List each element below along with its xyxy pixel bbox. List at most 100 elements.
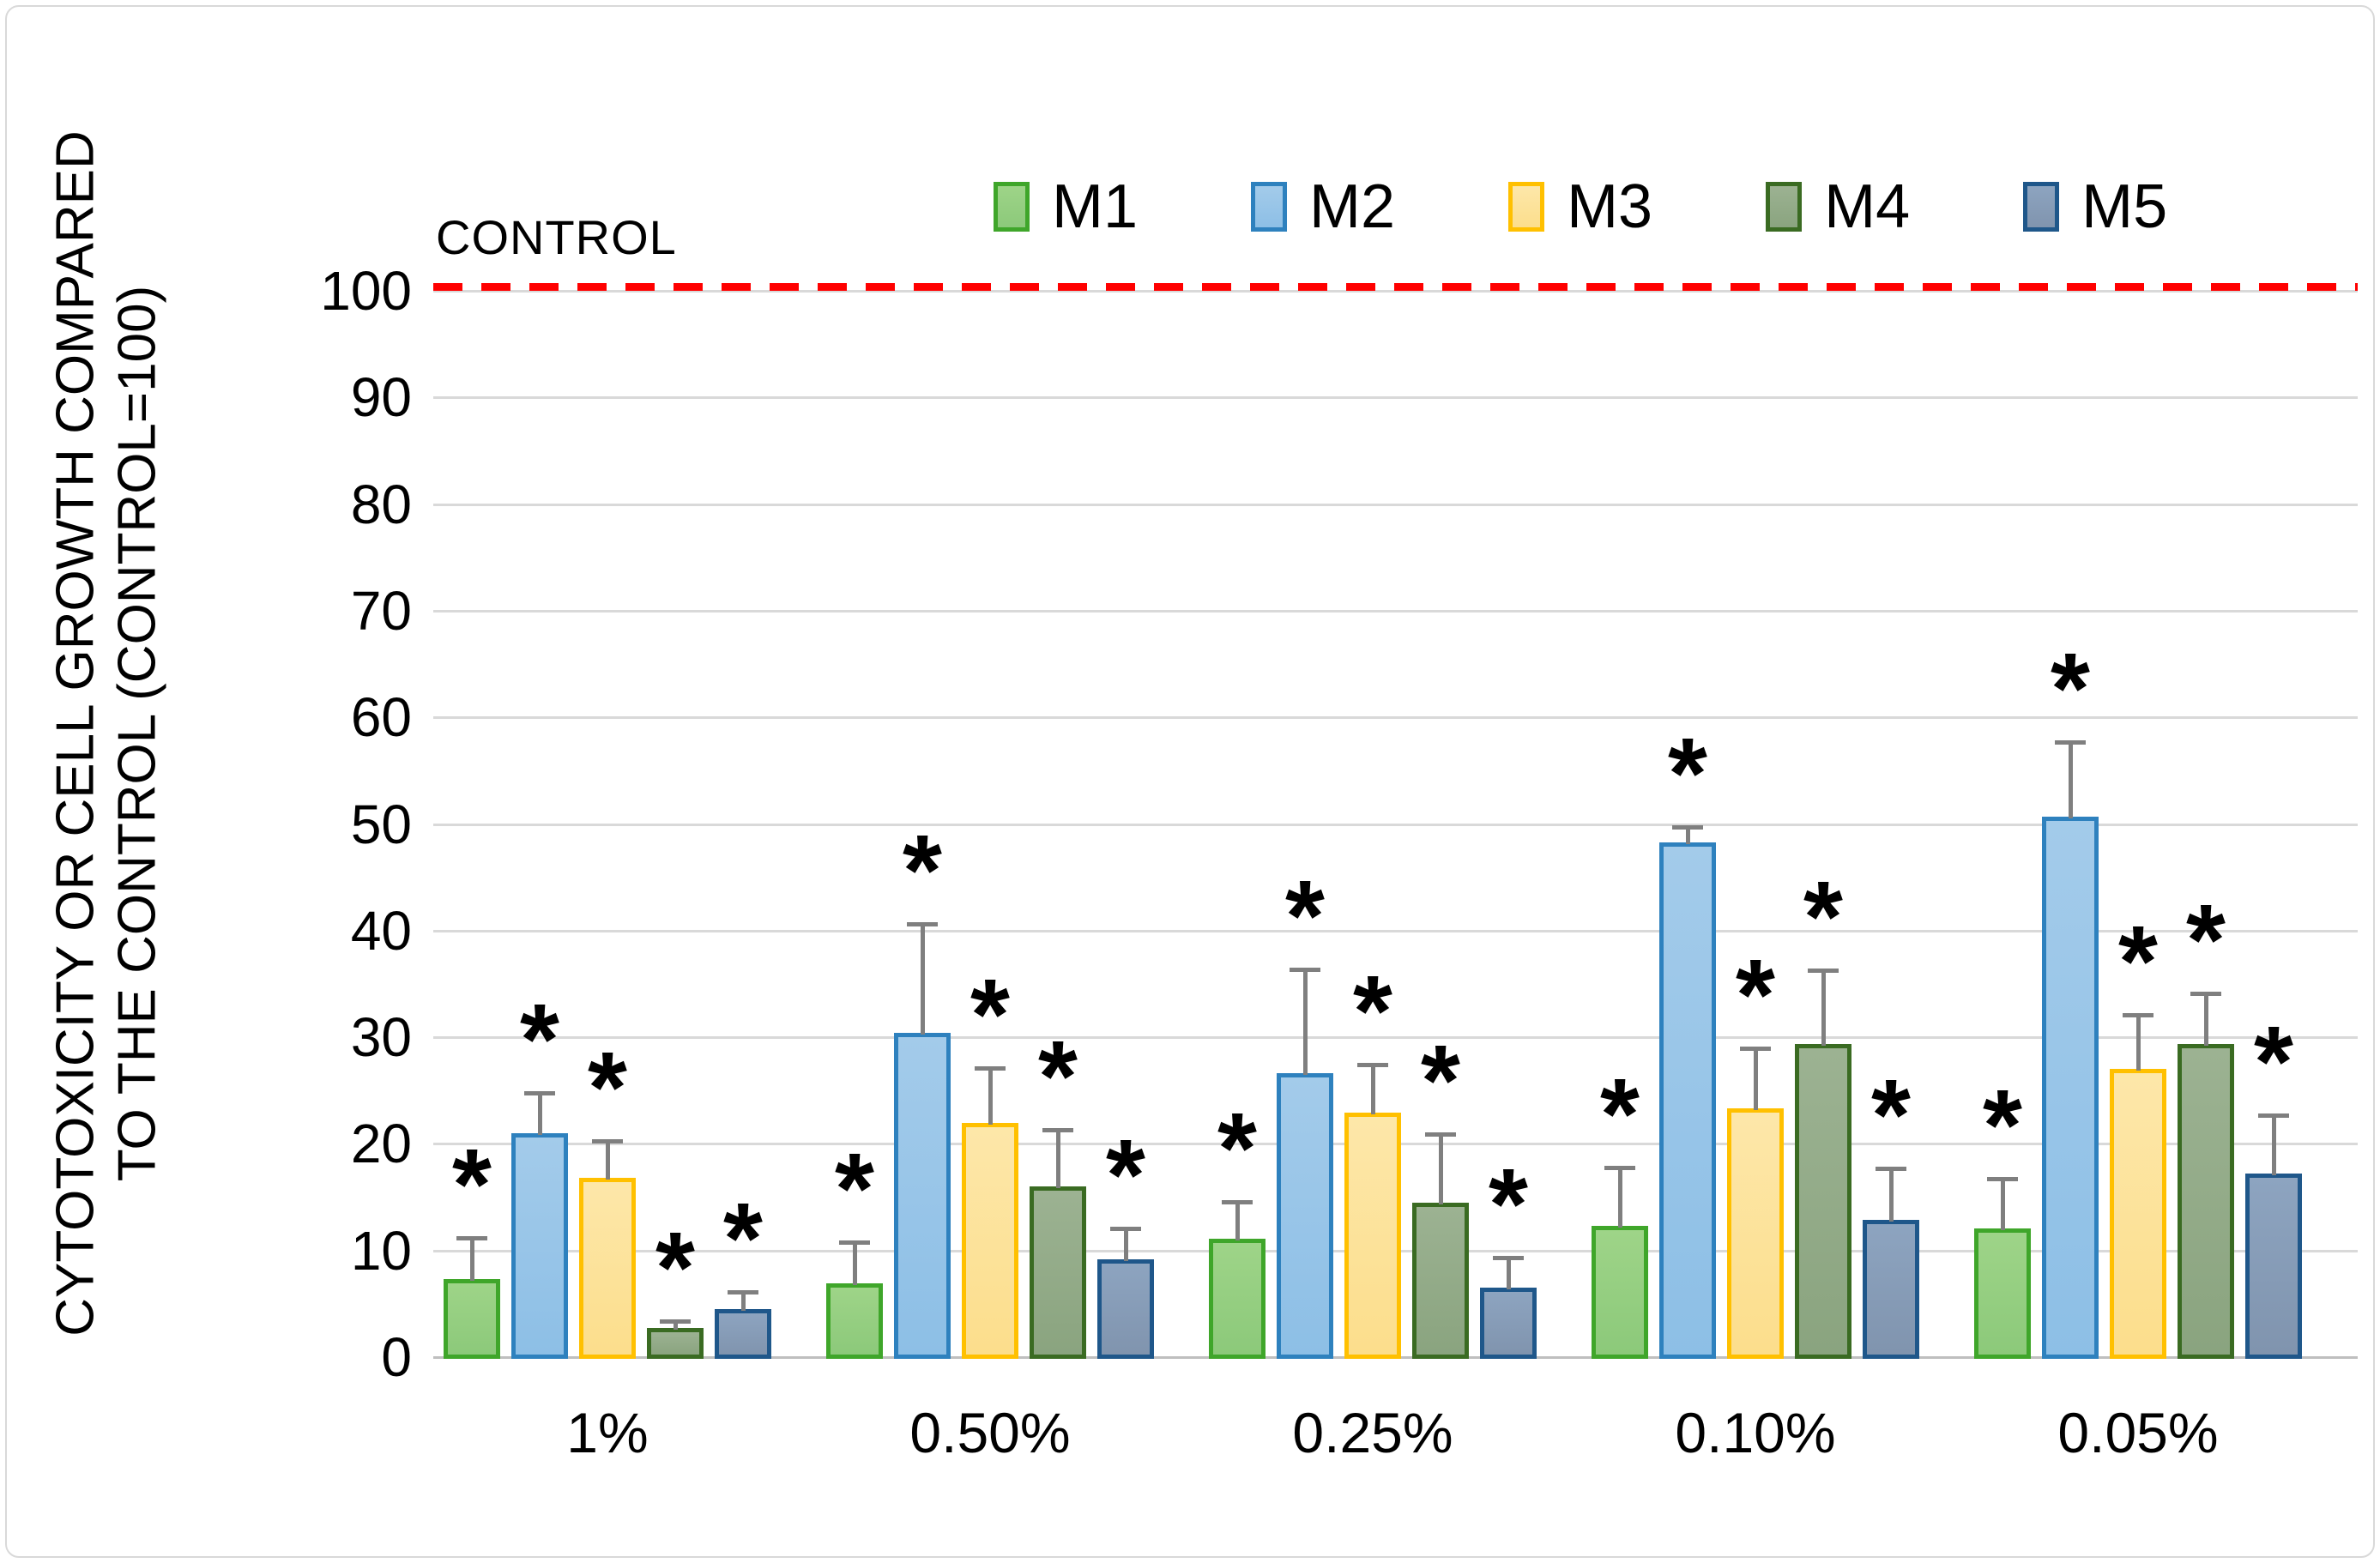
- y-tick-label-90: 90: [350, 366, 412, 429]
- error-bar-cap: [2258, 1113, 2289, 1118]
- significance-asterisk: *: [1217, 1091, 1257, 1205]
- y-tick-label-80: 80: [350, 473, 412, 535]
- gridline-60: [433, 716, 2358, 720]
- error-bar-cap: [524, 1090, 555, 1095]
- bar-M4-0.05%: [2178, 1043, 2234, 1359]
- significance-asterisk: *: [2051, 631, 2090, 745]
- x-category-label-0.50%: 0.50%: [909, 1401, 1071, 1464]
- error-bar-cap: [1222, 1199, 1253, 1204]
- error-bar-stem: [1888, 1168, 1894, 1222]
- y-tick-label-20: 20: [350, 1113, 412, 1175]
- error-bar-cap: [1110, 1226, 1141, 1231]
- bar-M3-0.50%: [962, 1122, 1018, 1359]
- error-bar-cap: [728, 1290, 758, 1295]
- error-bar-stem: [740, 1292, 746, 1312]
- error-bar-stem: [605, 1140, 610, 1180]
- bar-M2-0.10%: [1659, 842, 1716, 1359]
- gridline-100: [433, 290, 2358, 293]
- significance-asterisk: *: [1106, 1118, 1145, 1232]
- significance-asterisk: *: [1285, 859, 1325, 973]
- significance-asterisk: *: [903, 814, 942, 928]
- error-bar-cap: [1876, 1166, 1906, 1171]
- significance-asterisk: *: [1353, 955, 1392, 1069]
- legend-label-M5: M5: [2081, 172, 2168, 241]
- bar-M1-0.50%: [826, 1283, 883, 1359]
- x-category-label-0.05%: 0.05%: [2057, 1401, 2219, 1464]
- gridline-80: [433, 503, 2358, 506]
- gridline-50: [433, 823, 2358, 826]
- significance-asterisk: *: [2254, 1005, 2293, 1119]
- y-tick-label-100: 100: [320, 260, 412, 322]
- error-bar-stem: [1821, 969, 1826, 1046]
- bar-M5-0.25%: [1480, 1288, 1537, 1359]
- significance-asterisk: *: [1668, 717, 1707, 831]
- y-tick-label-30: 30: [350, 1006, 412, 1069]
- bar-M4-1%: [647, 1328, 704, 1359]
- legend-item-M1: M1: [994, 172, 1138, 242]
- error-bar-stem: [920, 924, 925, 1035]
- bar-M1-0.10%: [1592, 1226, 1648, 1359]
- y-tick-label-70: 70: [350, 579, 412, 642]
- bar-M2-0.25%: [1277, 1073, 1333, 1359]
- bar-M3-0.05%: [2110, 1069, 2166, 1359]
- significance-asterisk: *: [1421, 1024, 1460, 1138]
- legend-label-M1: M1: [1052, 172, 1139, 241]
- gridline-70: [433, 609, 2358, 613]
- legend-swatch-M1: [994, 182, 1030, 232]
- legend-label-M4: M4: [1824, 172, 1911, 241]
- error-bar-cap: [660, 1319, 691, 1324]
- error-bar-cap: [1425, 1132, 1456, 1138]
- error-bar-cap: [2123, 1012, 2153, 1017]
- bar-M5-0.10%: [1863, 1219, 1919, 1359]
- bar-M4-0.10%: [1795, 1043, 1851, 1359]
- legend-swatch-M4: [1766, 182, 1803, 232]
- y-tick-label-50: 50: [350, 793, 412, 855]
- legend-swatch-M3: [1508, 182, 1545, 232]
- bar-M3-0.25%: [1344, 1113, 1401, 1359]
- significance-asterisk: *: [2186, 884, 2226, 998]
- control-line: [433, 283, 2358, 291]
- error-bar-stem: [1370, 1065, 1375, 1115]
- error-bar-stem: [1123, 1228, 1128, 1261]
- legend-item-M3: M3: [1508, 172, 1652, 242]
- error-bar-stem: [469, 1237, 474, 1282]
- significance-asterisk: *: [2118, 904, 2158, 1018]
- gridline-90: [433, 396, 2358, 400]
- bar-M5-0.50%: [1097, 1258, 1154, 1359]
- significance-asterisk: *: [835, 1132, 874, 1246]
- legend: M1 M2 M3 M4 M5: [994, 172, 2167, 242]
- error-bar-stem: [1617, 1167, 1622, 1228]
- significance-asterisk: *: [452, 1127, 492, 1241]
- error-bar-stem: [1055, 1130, 1060, 1189]
- bar-M5-1%: [715, 1309, 771, 1359]
- significance-asterisk: *: [1038, 1020, 1078, 1134]
- error-bar-cap: [592, 1138, 623, 1144]
- significance-asterisk: *: [1489, 1148, 1528, 1262]
- error-bar-cap: [1808, 968, 1839, 973]
- error-bar-cap: [907, 922, 938, 927]
- significance-asterisk: *: [723, 1182, 763, 1296]
- error-bar-cap: [1987, 1177, 2018, 1182]
- significance-asterisk: *: [1600, 1057, 1640, 1171]
- error-bar-stem: [988, 1068, 993, 1125]
- error-bar-cap: [2190, 992, 2221, 997]
- bar-M1-1%: [444, 1279, 500, 1359]
- legend-swatch-M2: [1251, 182, 1288, 232]
- error-bar-stem: [2000, 1179, 2005, 1230]
- y-tick-label-60: 60: [350, 686, 412, 749]
- error-bar-cap: [1042, 1128, 1073, 1133]
- error-bar-cap: [1672, 825, 1703, 830]
- error-bar-cap: [2055, 739, 2086, 745]
- gridline-30: [433, 1036, 2358, 1040]
- legend-swatch-M5: [2023, 182, 2060, 232]
- error-bar-stem: [1753, 1047, 1758, 1111]
- chart-border: [5, 5, 2375, 1558]
- x-category-label-0.10%: 0.10%: [1675, 1401, 1836, 1464]
- error-bar-cap: [456, 1235, 487, 1240]
- bar-M1-0.25%: [1209, 1239, 1266, 1359]
- significance-asterisk: *: [1803, 860, 1843, 974]
- error-bar-stem: [673, 1320, 678, 1331]
- bar-M5-0.05%: [2245, 1174, 2302, 1359]
- x-category-label-1%: 1%: [566, 1401, 649, 1464]
